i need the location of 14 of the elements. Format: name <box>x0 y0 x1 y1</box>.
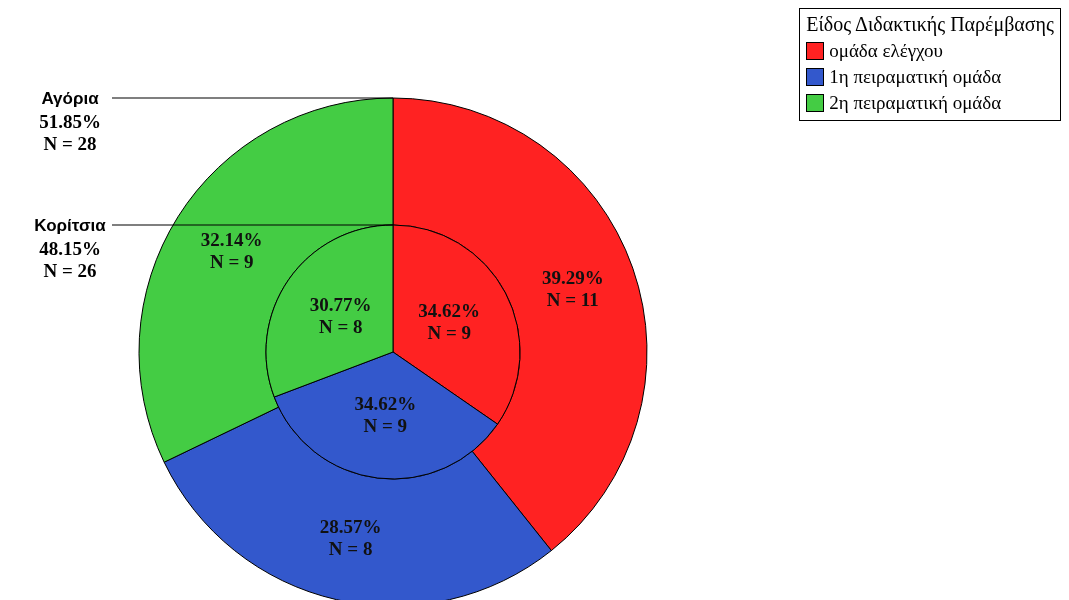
legend-label: ομάδα ελέγχου <box>829 39 944 63</box>
text: 51.85% N = 28 <box>39 111 101 154</box>
data-label: 28.57% N = 8 <box>319 515 382 559</box>
text: 48.15% N = 26 <box>39 238 101 281</box>
data-label: 34.62% N = 9 <box>418 300 481 344</box>
data-label: 34.62% N = 9 <box>354 393 417 437</box>
slice-label: Αγόρια <box>41 89 100 108</box>
slice-label: Κορίτσια <box>34 216 107 235</box>
legend-label: 2η πειραματική ομάδα <box>829 91 1002 115</box>
legend-title: Είδος Διδακτικής Παρέμβασης <box>806 13 1054 36</box>
data-label: 32.14% N = 9 <box>200 228 263 272</box>
legend-label: 1η πειραματική ομάδα <box>829 65 1002 89</box>
data-label: 39.29% N = 11 <box>541 267 604 311</box>
data-label: 30.77% N = 8 <box>309 293 372 337</box>
